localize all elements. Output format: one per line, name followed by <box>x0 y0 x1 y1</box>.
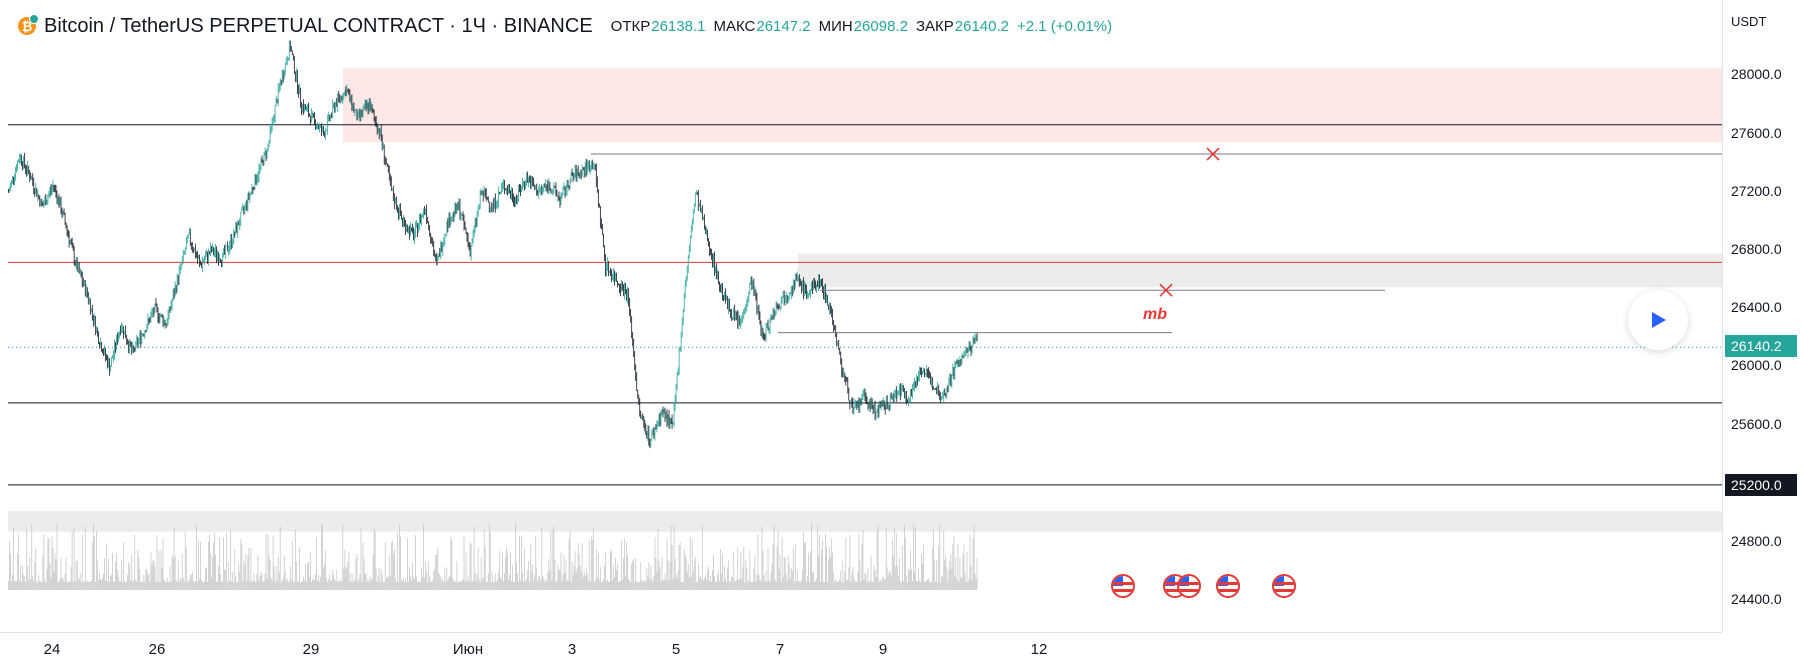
high-value: 26147.2 <box>756 17 811 35</box>
economic-event-flag-icon[interactable] <box>1111 574 1135 598</box>
price-tick: 26000.0 <box>1731 357 1782 373</box>
price-tick: 27600.0 <box>1731 125 1782 141</box>
last-price-tag: 26140.2 <box>1725 335 1797 357</box>
time-tick: 9 <box>878 641 888 658</box>
chart-header: ₿ Bitcoin / TetherUS PERPETUAL CONTRACT … <box>18 12 1112 40</box>
time-tick: 3 <box>567 641 577 658</box>
cross-marker <box>1159 283 1173 297</box>
symbol-title[interactable]: Bitcoin / TetherUS PERPETUAL CONTRACT · … <box>44 14 593 37</box>
bitcoin-icon: ₿ <box>18 14 39 35</box>
mb-annotation[interactable]: mb <box>1143 306 1167 323</box>
close-value: 26140.2 <box>954 17 1009 35</box>
time-tick: 12 <box>1030 641 1048 658</box>
price-chart[interactable] <box>8 0 1722 632</box>
price-tick: 26800.0 <box>1731 241 1782 257</box>
time-tick: 7 <box>775 641 785 658</box>
economic-event-flag-icon[interactable] <box>1216 574 1240 598</box>
price-tick: 24800.0 <box>1731 533 1782 549</box>
time-tick: 24 <box>43 641 61 658</box>
play-icon <box>1652 312 1666 328</box>
price-tick: 25600.0 <box>1731 416 1782 432</box>
zone-rect <box>343 67 1722 143</box>
cross-marker <box>1206 147 1220 161</box>
zone-rect <box>8 511 1722 532</box>
economic-event-flag-icon[interactable] <box>1272 574 1296 598</box>
replay-play-button[interactable] <box>1628 290 1688 350</box>
chart-area[interactable] <box>8 0 1722 632</box>
low-label: МИН <box>818 17 853 35</box>
time-tick: 5 <box>671 641 681 658</box>
close-label: ЗАКР <box>915 17 954 35</box>
open-value: 26138.1 <box>651 17 706 35</box>
price-axis[interactable]: USDT 28000.0 27600.0 27200.0 26800.0 264… <box>1722 0 1803 632</box>
change-value: +2.1 (+0.01%) <box>1017 17 1113 35</box>
currency-unit[interactable]: USDT <box>1731 14 1767 29</box>
high-label: МАКС <box>713 17 756 35</box>
open-label: ОТКР <box>610 17 651 35</box>
level-price-tag: 25200.0 <box>1725 474 1797 496</box>
zone-rect <box>798 253 1722 288</box>
price-tick: 26400.0 <box>1731 299 1782 315</box>
price-tick: 28000.0 <box>1731 66 1782 82</box>
low-value: 26098.2 <box>853 17 908 35</box>
time-tick: 26 <box>148 641 166 658</box>
ohlc-values: ОТКР26138.1 МАКС26147.2 МИН26098.2 ЗАКР2… <box>611 18 1112 35</box>
time-tick: Июн <box>452 641 484 658</box>
economic-event-flag-icon[interactable] <box>1177 574 1201 598</box>
price-tick: 27200.0 <box>1731 183 1782 199</box>
time-tick: 29 <box>302 641 320 658</box>
time-axis[interactable]: 24 26 29 Июн 3 5 7 9 12 <box>0 632 1722 669</box>
price-tick: 24400.0 <box>1731 591 1782 607</box>
